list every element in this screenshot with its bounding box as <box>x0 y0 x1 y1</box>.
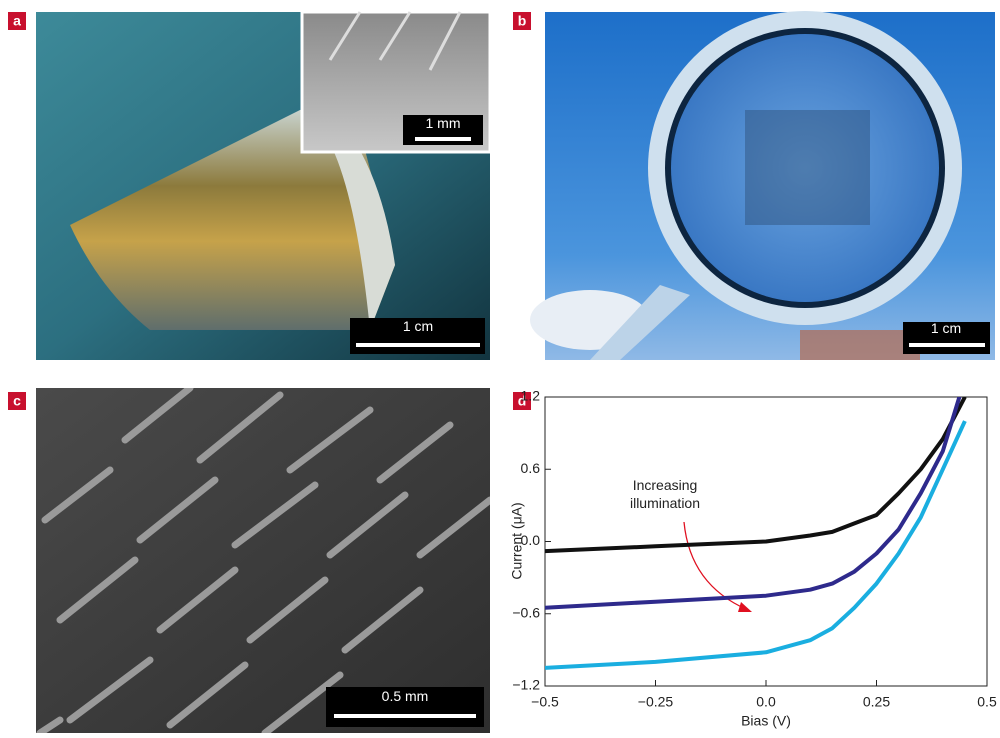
y-tick-label: −0.6 <box>512 604 540 620</box>
figure: 1 mm 1 cm a 1 cm b 0.5 mm c <box>0 0 1000 733</box>
y-tick-label: 0.6 <box>521 460 541 476</box>
scale-bar <box>909 343 985 347</box>
x-tick-label: 0.25 <box>863 694 890 710</box>
panel-c: 0.5 mm c <box>8 388 490 733</box>
y-tick-label: −1.2 <box>512 677 540 693</box>
panel-label: b <box>518 13 527 29</box>
x-axis-title: Bias (V) <box>741 713 791 729</box>
series-line <box>545 397 965 551</box>
scale-bar <box>415 137 471 141</box>
photo-c <box>36 388 490 733</box>
y-tick-label: 1.2 <box>521 388 541 404</box>
y-tick-label: 0.0 <box>521 532 541 548</box>
x-tick-label: −0.25 <box>638 694 674 710</box>
scale-label: 1 cm <box>403 318 433 334</box>
x-tick-label: 0.5 <box>977 694 997 710</box>
annotation-box: Increasing illumination <box>610 476 760 520</box>
scale-label: 1 mm <box>426 115 461 131</box>
panel-d: d Bias (V) Current (μA) Increasing illum… <box>509 379 997 729</box>
arrow-head <box>738 602 752 612</box>
scale-label: 1 cm <box>931 320 961 336</box>
panel-a: 1 mm 1 cm a <box>8 12 490 360</box>
x-tick-label: 0.0 <box>756 694 776 710</box>
array <box>745 110 870 225</box>
panel-label: a <box>13 13 21 29</box>
scale-bar <box>334 714 476 718</box>
scale-label: 0.5 mm <box>382 688 429 704</box>
annotation: Increasing illumination <box>610 476 720 512</box>
scale-bar <box>356 343 480 347</box>
panel-b: 1 cm b <box>513 11 995 360</box>
x-tick-label: −0.5 <box>531 694 559 710</box>
series-line <box>545 421 965 668</box>
panel-label: c <box>13 393 21 409</box>
roof <box>800 330 920 360</box>
